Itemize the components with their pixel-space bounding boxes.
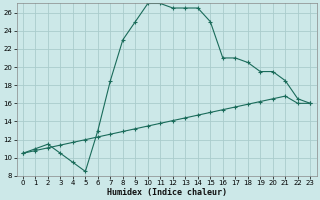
X-axis label: Humidex (Indice chaleur): Humidex (Indice chaleur): [107, 188, 227, 197]
